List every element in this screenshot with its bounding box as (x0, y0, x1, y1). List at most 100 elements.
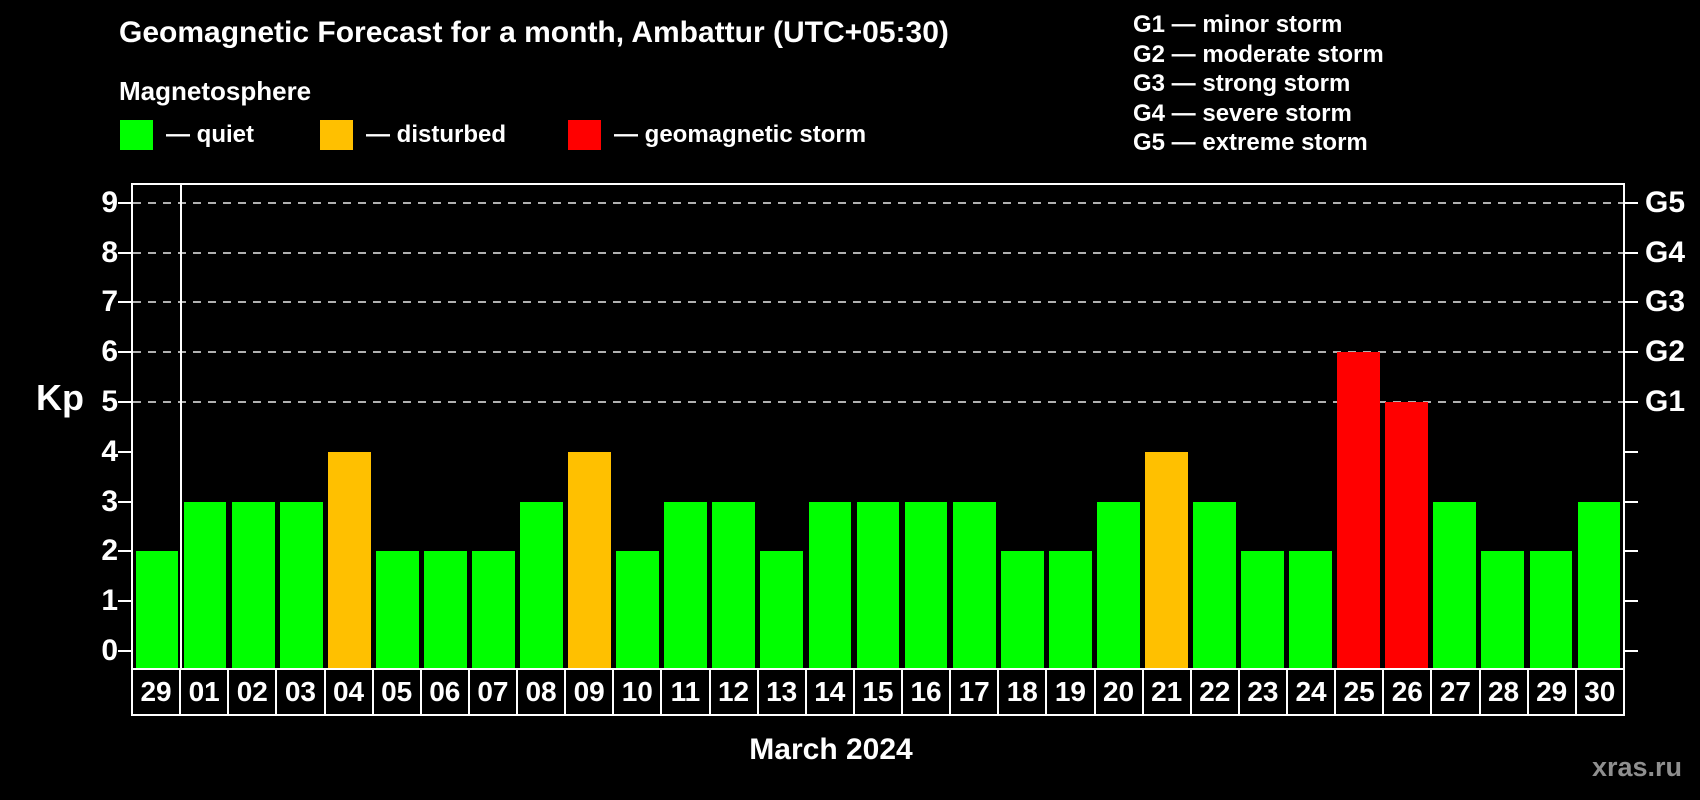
gridline-kp8 (133, 251, 1623, 254)
y-axis-label-0: 0 (101, 634, 118, 667)
x-label-12-idx12: 12 (709, 669, 758, 715)
bar-07 (472, 551, 515, 668)
x-label-06-idx6: 06 (420, 669, 469, 715)
x-label-23-idx23: 23 (1238, 669, 1287, 715)
y-tick-left-2 (118, 550, 131, 553)
x-label-25-idx25: 25 (1335, 669, 1384, 715)
x-label-08-idx8: 08 (517, 669, 566, 715)
x-label-02-idx2: 02 (228, 669, 277, 715)
x-label-18-idx18: 18 (998, 669, 1047, 715)
x-label-14-idx14: 14 (805, 669, 854, 715)
y-axis-label-4: 4 (101, 434, 118, 468)
legend-label-disturbed: — disturbed (366, 121, 507, 148)
magnetosphere-subtitle: Magnetosphere (119, 76, 312, 106)
plot-area (131, 183, 1625, 668)
bar-20 (1096, 501, 1140, 668)
bar-21 (1144, 451, 1188, 668)
bar-24 (1289, 551, 1332, 668)
x-label-01-idx1: 01 (180, 669, 229, 715)
y-tick-left-0 (118, 650, 131, 652)
y-tick-right-8 (1625, 251, 1638, 254)
x-label-05-idx5: 05 (372, 669, 421, 715)
y-tick-right-5 (1625, 401, 1638, 403)
y-axis-label-2: 2 (101, 534, 118, 568)
legend-item-storm: — geomagnetic storm (568, 120, 866, 150)
y-axis-label-8: 8 (101, 235, 118, 269)
watermark: xras.ru (1591, 752, 1682, 782)
x-label-07-idx7: 07 (468, 669, 517, 715)
gridline-kp7 (133, 301, 1623, 304)
x-label-28-idx28: 28 (1479, 669, 1528, 715)
y-tick-right-1 (1625, 600, 1638, 603)
y-axis-label-5: 5 (101, 385, 118, 418)
bar-01 (183, 501, 227, 668)
bar-26 (1385, 402, 1429, 668)
x-label-22-idx22: 22 (1190, 669, 1239, 715)
x-label-30-idx30: 30 (1575, 669, 1624, 715)
storm-scale-line-g1: G1 — minor storm (1133, 11, 1343, 38)
x-label-26-idx26: 26 (1383, 669, 1432, 715)
right-axis-label-g3: G3 (1645, 285, 1686, 319)
bar-08 (520, 501, 563, 668)
y-tick-left-6 (118, 351, 131, 354)
bar-02 (231, 501, 275, 668)
y-tick-right-4 (1625, 450, 1638, 453)
x-axis-label-row: 29 01 02 03 04 05 06 07 08 09 10 11 12 13 14 15 16 17 18 19… (131, 668, 1625, 716)
x-label-11-idx11: 11 (661, 669, 710, 715)
y-axis-label-9: 9 (101, 185, 118, 219)
month-separator-line (180, 185, 183, 668)
storm-scale-line-g3: G3 — strong storm (1133, 70, 1351, 97)
right-axis-label-g5: G5 (1645, 185, 1686, 219)
page-title: Geomagnetic Forecast for a month, Ambatt… (119, 16, 949, 49)
y-axis-label-1: 1 (101, 584, 118, 618)
y-tick-left-1 (118, 600, 131, 603)
x-label-15-idx15: 15 (853, 669, 902, 715)
bar-25 (1337, 352, 1381, 668)
y-axis-title: Kp (36, 377, 84, 418)
x-label-20-idx20: 20 (1094, 669, 1143, 715)
y-tick-right-2 (1625, 550, 1638, 553)
x-label-04-idx4: 04 (324, 669, 373, 715)
x-label-16-idx16: 16 (902, 669, 951, 715)
y-tick-right-7 (1625, 301, 1638, 304)
x-label-03-idx3: 03 (276, 669, 325, 715)
gridline-kp5 (133, 401, 1623, 403)
y-axis-label-7: 7 (101, 285, 118, 319)
y-tick-right-9 (1625, 201, 1638, 204)
x-axis-title: March 2024 (749, 733, 913, 766)
bar-14 (808, 501, 852, 668)
gridline-kp6 (133, 351, 1623, 354)
bar-19 (1048, 551, 1092, 668)
x-label-27-idx27: 27 (1431, 669, 1480, 715)
x-label-13-idx13: 13 (757, 669, 806, 715)
y-axis-label-3: 3 (101, 484, 118, 518)
y-tick-right-3 (1625, 500, 1638, 503)
bar-06 (424, 551, 467, 668)
gridline-kp9 (133, 201, 1623, 204)
y-tick-left-8 (118, 251, 131, 254)
bar-18 (1000, 551, 1044, 668)
y-tick-left-4 (118, 450, 131, 453)
bar-22 (1193, 501, 1236, 668)
bar-04 (327, 451, 371, 668)
bar-23 (1241, 551, 1284, 668)
x-label-10-idx10: 10 (613, 669, 662, 715)
bar-12 (712, 501, 756, 668)
bar-29 (1529, 551, 1573, 668)
storm-color-swatch-icon (568, 120, 601, 150)
bar-29 (135, 551, 179, 668)
legend-label-quiet: — quiet (166, 121, 254, 148)
x-label-24-idx24: 24 (1287, 669, 1336, 715)
bar-13 (760, 551, 804, 668)
y-tick-right-6 (1625, 351, 1638, 354)
y-tick-left-5 (118, 401, 131, 403)
x-label-17-idx17: 17 (950, 669, 999, 715)
disturbed-color-swatch-icon (320, 120, 353, 150)
y-tick-left-3 (118, 500, 131, 503)
bar-16 (904, 501, 948, 668)
right-axis-label-g2: G2 (1645, 335, 1686, 369)
y-tick-left-7 (118, 301, 131, 304)
bar-27 (1433, 501, 1477, 668)
storm-scale-line-g2: G2 — moderate storm (1133, 40, 1384, 68)
